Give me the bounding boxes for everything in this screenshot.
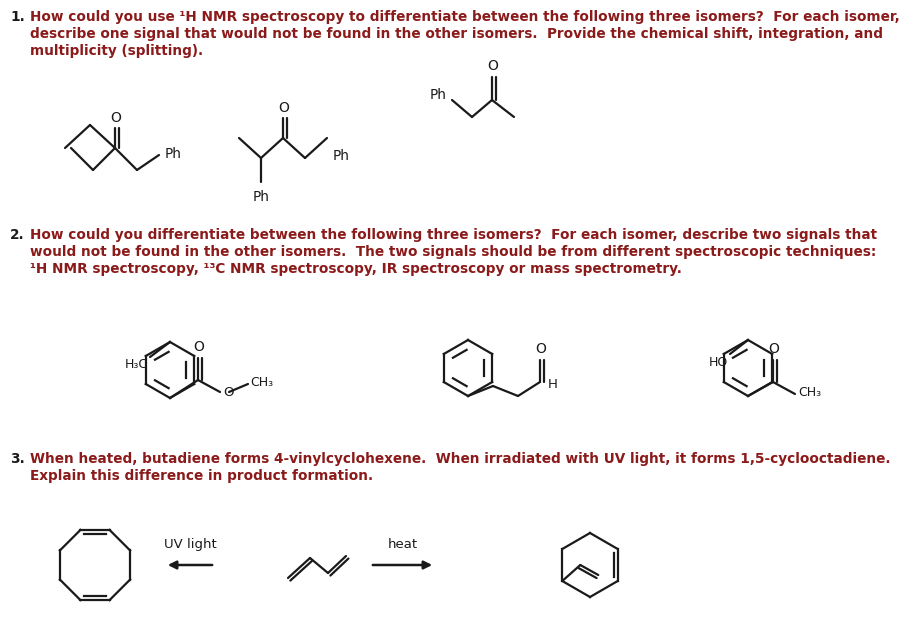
Text: 2.: 2. <box>10 228 25 242</box>
Text: How could you use ¹H NMR spectroscopy to differentiate between the following thr: How could you use ¹H NMR spectroscopy to… <box>30 10 900 24</box>
Text: O: O <box>111 111 121 125</box>
Text: O: O <box>536 342 546 356</box>
Text: Ph: Ph <box>165 147 182 161</box>
Text: O: O <box>488 59 498 73</box>
Text: CH₃: CH₃ <box>250 375 274 389</box>
Text: ¹H NMR spectroscopy, ¹³C NMR spectroscopy, IR spectroscopy or mass spectrometry.: ¹H NMR spectroscopy, ¹³C NMR spectroscop… <box>30 262 682 276</box>
Text: UV light: UV light <box>164 538 216 551</box>
Text: describe one signal that would not be found in the other isomers.  Provide the c: describe one signal that would not be fo… <box>30 27 883 41</box>
Text: would not be found in the other isomers.  The two signals should be from differe: would not be found in the other isomers.… <box>30 245 876 259</box>
Text: O: O <box>193 340 204 354</box>
Text: H₃C: H₃C <box>125 358 148 370</box>
Text: HO: HO <box>709 355 728 368</box>
Text: CH₃: CH₃ <box>798 387 821 399</box>
Text: multiplicity (splitting).: multiplicity (splitting). <box>30 44 203 58</box>
Text: Ph: Ph <box>252 190 270 204</box>
Text: O: O <box>278 101 289 115</box>
Text: O: O <box>769 342 780 356</box>
Text: heat: heat <box>387 538 418 551</box>
Text: 3.: 3. <box>10 452 25 466</box>
Text: 1.: 1. <box>10 10 25 24</box>
Text: Ph: Ph <box>333 149 350 163</box>
Text: H: H <box>548 379 558 391</box>
Text: When heated, butadiene forms 4-vinylcyclohexene.  When irradiated with UV light,: When heated, butadiene forms 4-vinylcycl… <box>30 452 891 466</box>
Text: How could you differentiate between the following three isomers?  For each isome: How could you differentiate between the … <box>30 228 877 242</box>
Text: O: O <box>223 387 234 399</box>
Text: Explain this difference in product formation.: Explain this difference in product forma… <box>30 469 373 483</box>
Text: Ph: Ph <box>430 88 447 102</box>
